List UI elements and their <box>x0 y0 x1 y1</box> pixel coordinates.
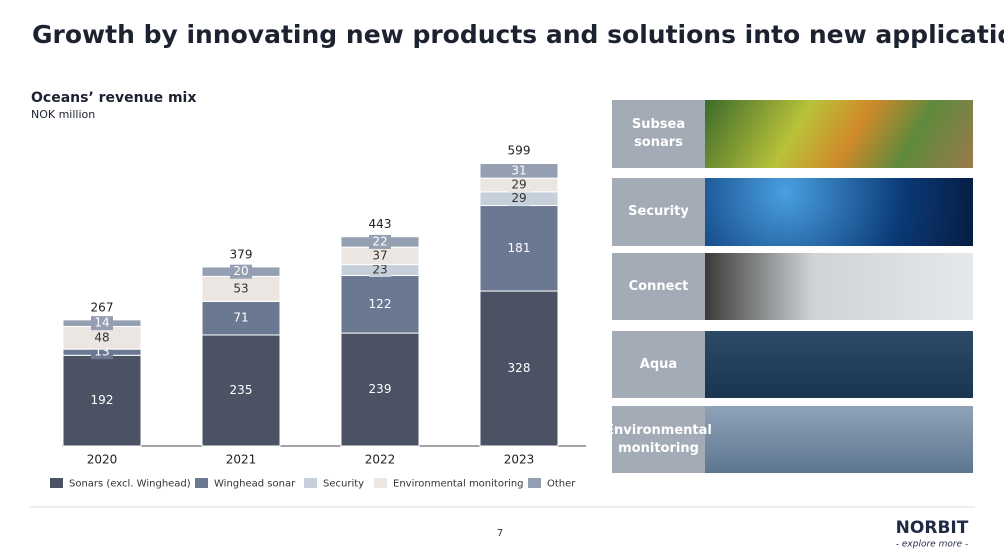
label-box <box>369 234 391 249</box>
panel-label: Connect <box>612 253 705 320</box>
x-tick-label: 2023 <box>504 453 535 467</box>
chart-title: Oceans’ revenue mix <box>31 90 196 106</box>
value-label: 122 <box>369 297 392 311</box>
total-label: 379 <box>230 247 253 261</box>
value-label: 29 <box>511 191 526 205</box>
page-number: 7 <box>497 528 503 539</box>
panel-label: Security <box>612 178 705 246</box>
value-label: 328 <box>508 361 531 375</box>
label-box <box>508 191 530 206</box>
total-label: 599 <box>508 144 531 158</box>
value-label: 53 <box>233 281 248 295</box>
image-environmental <box>705 406 973 473</box>
label-box <box>91 316 113 331</box>
legend-label: Security <box>323 479 364 490</box>
bar-segment <box>62 354 142 447</box>
chart-subtitle: NOK million <box>31 108 95 121</box>
panel-label: Subsea sonars <box>612 100 705 168</box>
value-label: 192 <box>91 393 114 407</box>
x-tick-label: 2021 <box>226 453 257 467</box>
value-label: 71 <box>233 311 248 325</box>
slide-title: Growth by innovating new products and so… <box>32 20 1004 49</box>
legend-swatch <box>304 478 317 488</box>
value-label: 31 <box>511 163 526 177</box>
logo: NORBIT <box>896 518 969 538</box>
legend-label: Other <box>547 479 576 490</box>
image-connect <box>705 253 973 320</box>
value-label: 14 <box>94 316 109 330</box>
legend-swatch <box>528 478 541 488</box>
image-security <box>705 178 973 246</box>
bar-segment <box>479 162 559 179</box>
panel-label: Aqua <box>612 331 705 398</box>
value-label: 235 <box>230 383 253 397</box>
x-tick-label: 2020 <box>87 453 118 467</box>
bar-segment <box>479 205 559 292</box>
bar-segment <box>340 274 420 334</box>
image-aqua <box>705 331 973 398</box>
legend-label: Winghead sonar <box>214 479 296 490</box>
total-label: 267 <box>91 300 114 314</box>
total-label: 443 <box>369 217 392 231</box>
bar-segment <box>340 332 420 447</box>
label-box <box>508 177 530 192</box>
image-subsea <box>705 100 973 168</box>
logo-tagline: - explore more - <box>896 540 968 550</box>
value-label: 181 <box>508 241 531 255</box>
label-box <box>230 264 252 279</box>
legend-label: Environmental monitoring <box>393 479 524 490</box>
bar-segment <box>201 334 281 447</box>
value-label: 23 <box>372 263 387 277</box>
panel-label: Environmental monitoring <box>605 406 712 473</box>
x-tick-label: 2022 <box>365 453 396 467</box>
value-label: 239 <box>369 382 392 396</box>
legend-swatch <box>195 478 208 488</box>
legend-label: Sonars (excl. Winghead) <box>69 479 191 490</box>
legend-swatch <box>50 478 63 488</box>
legend-swatch <box>374 478 387 488</box>
label-box <box>369 263 391 278</box>
value-label: 20 <box>233 264 248 278</box>
value-label: 22 <box>372 234 387 248</box>
value-label: 29 <box>511 177 526 191</box>
value-label: 37 <box>372 248 387 262</box>
value-label: 48 <box>94 330 109 344</box>
